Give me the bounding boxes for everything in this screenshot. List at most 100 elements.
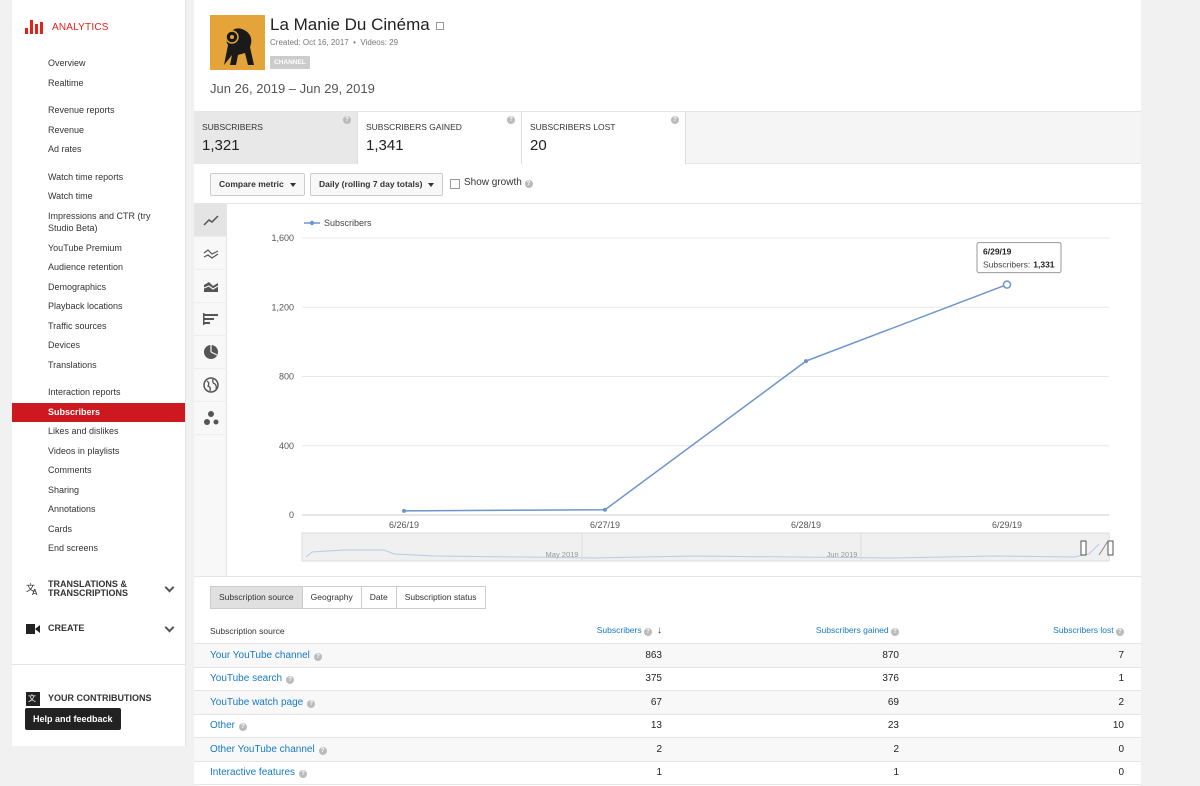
tab-subscription-source[interactable]: Subscription source <box>210 586 303 609</box>
globe-icon[interactable] <box>194 369 227 402</box>
source-link[interactable]: Other YouTube channel? <box>194 744 494 755</box>
stacked-area-icon[interactable] <box>194 270 227 303</box>
bar-chart-icon[interactable] <box>194 303 227 336</box>
help-icon[interactable]: ? <box>524 180 533 188</box>
sidebar-item-demographics[interactable]: Demographics <box>48 281 107 292</box>
sidebar-item-videos-in-playlists[interactable]: Videos in playlists <box>48 445 120 456</box>
sidebar-item-annotations[interactable]: Annotations <box>48 504 96 514</box>
chevron-down-icon[interactable] <box>164 582 175 592</box>
tooltip-text: Subscribers: 1,331 <box>983 260 1055 270</box>
show-growth-checkbox[interactable] <box>450 179 460 189</box>
help-icon[interactable]: ? <box>507 116 515 124</box>
help-icon[interactable]: ? <box>343 116 351 124</box>
sidebar-item-ad-rates[interactable]: Ad rates <box>48 144 82 154</box>
analytics-header[interactable]: ANALYTICS <box>12 0 185 54</box>
tab-geography[interactable]: Geography <box>301 586 362 609</box>
help-icon[interactable]: ? <box>644 628 652 636</box>
sidebar-item-traffic-sources[interactable]: Traffic sources <box>48 320 107 331</box>
sidebar-item-translations[interactable]: Translations <box>48 359 97 370</box>
sidebar-item-playback-locations[interactable]: Playback locations <box>48 301 123 311</box>
metrics-bar: SUBSCRIBERS 1,321 ? SUBSCRIBERS GAINED 1… <box>194 112 1141 164</box>
table-row: Other YouTube channel? 2 2 0 <box>194 738 1141 762</box>
bubble-chart-icon[interactable] <box>194 402 227 435</box>
sidebar-nav: Overview Realtime Revenue reports Revenue Ad… <box>12 54 185 559</box>
source-link[interactable]: Other? <box>194 720 494 732</box>
navigator-track <box>301 532 1110 562</box>
y-tick-label: 1,200 <box>271 302 294 312</box>
sidebar-item-realtime[interactable]: Realtime <box>48 77 84 88</box>
help-icon[interactable]: ? <box>299 770 308 779</box>
nav-spacer <box>12 375 185 383</box>
metric-subscribers-lost[interactable]: SUBSCRIBERS LOST 20 ? <box>522 112 686 164</box>
help-icon[interactable]: ? <box>313 652 322 661</box>
help-icon[interactable]: ? <box>1116 628 1124 636</box>
translate-box-icon: 文 <box>24 690 42 708</box>
sidebar-item-sharing[interactable]: Sharing <box>48 484 80 495</box>
sidebar-item-subscribers[interactable]: Subscribers <box>12 402 185 422</box>
help-icon[interactable]: ? <box>286 676 295 685</box>
help-icon[interactable]: ? <box>671 116 679 124</box>
sidebar-item-impressions-and-ctr-try-studio-beta[interactable]: Impressions and CTR (try Studio Beta) <box>48 210 151 233</box>
table-row: Your YouTube channel? 863 870 7 <box>194 644 1141 668</box>
sidebar-item-overview[interactable]: Overview <box>48 58 86 68</box>
metric-subscribers[interactable]: SUBSCRIBERS 1,321 ? <box>194 112 358 164</box>
contributions-section[interactable]: 文 YOUR CONTRIBUTIONS <box>12 679 185 719</box>
sidebar-item-likes-and-dislikes[interactable]: Likes and dislikes <box>48 426 119 436</box>
sidebar-item-interaction-reports[interactable]: Interaction reports <box>48 387 121 397</box>
video-camera-icon <box>24 620 42 638</box>
sidebar-item-end-screens[interactable]: End screens <box>48 543 99 553</box>
help-icon[interactable]: ? <box>307 699 316 708</box>
line-chart-icon[interactable] <box>194 204 227 237</box>
chevron-down-icon[interactable] <box>164 622 175 632</box>
caret-down-icon <box>428 182 435 187</box>
table-cell: 10 <box>1112 720 1124 732</box>
svg-text:文: 文 <box>26 582 35 594</box>
source-link[interactable]: Interactive features? <box>194 767 494 779</box>
table-cell: 1 <box>1118 673 1124 685</box>
sidebar-item-devices[interactable]: Devices <box>48 340 81 350</box>
sidebar-item-watch-time[interactable]: Watch time <box>48 191 93 201</box>
col-subscribers-gained[interactable]: Subscribers gained ? <box>662 625 899 636</box>
metric-subscribers-gained[interactable]: SUBSCRIBERS GAINED 1,341 ? <box>358 112 522 164</box>
source-link[interactable]: YouTube watch page? <box>194 697 494 708</box>
date-range[interactable]: Jun 26, 2019 – Jun 29, 2019 <box>210 81 375 96</box>
sidebar-item-revenue[interactable]: Revenue <box>48 124 85 135</box>
tab-date[interactable]: Date <box>360 586 397 609</box>
period-dropdown[interactable]: Daily (rolling 7 day totals) <box>310 173 444 196</box>
svg-text:文: 文 <box>28 693 36 703</box>
pie-chart-icon[interactable] <box>194 336 227 369</box>
source-link[interactable]: YouTube search? <box>194 673 494 685</box>
copy-icon[interactable] <box>435 21 444 30</box>
report-tabs: Subscription source Geography Date Subsc… <box>210 586 486 609</box>
table-cell: 1 <box>893 767 899 779</box>
sidebar-item-cards[interactable]: Cards <box>48 523 73 534</box>
sidebar-item-youtube-premium[interactable]: YouTube Premium <box>48 242 122 253</box>
navigator-sparkline <box>305 543 1100 559</box>
channel-avatar[interactable] <box>210 15 265 70</box>
legend-label: Subscribers <box>324 218 372 228</box>
sidebar-item-audience-retention[interactable]: Audience retention <box>48 262 124 272</box>
compare-metric-dropdown[interactable]: Compare metric <box>210 173 305 196</box>
table-row: Other? 13 23 10 <box>194 714 1141 738</box>
help-feedback-button[interactable]: Help and feedback <box>25 708 121 730</box>
sidebar-item-comments[interactable]: Comments <box>48 465 92 475</box>
data-point <box>402 508 406 513</box>
help-icon[interactable]: ? <box>891 628 899 636</box>
source-link[interactable]: Your YouTube channel? <box>194 650 494 661</box>
main-panel: La Manie Du Cinéma Created: Oct 16, 2017… <box>194 0 1141 786</box>
analytics-label: ANALYTICS <box>52 21 109 33</box>
help-icon[interactable]: ? <box>239 723 248 732</box>
multi-line-chart-icon[interactable] <box>194 237 227 270</box>
create-label: CREATE <box>48 623 85 633</box>
help-icon[interactable]: ? <box>318 746 327 755</box>
col-subscribers[interactable]: Subscribers ? ↓ <box>596 625 662 636</box>
col-subscribers-lost[interactable]: Subscribers lost ? <box>899 625 1124 636</box>
sidebar-item-revenue-reports[interactable]: Revenue reports <box>48 105 115 115</box>
sidebar-item-watch-time-reports[interactable]: Watch time reports <box>48 171 124 182</box>
table-cell: 375 <box>645 673 662 685</box>
data-point <box>603 507 607 512</box>
tab-subscription-status[interactable]: Subscription status <box>395 586 486 609</box>
create-section[interactable]: CREATE <box>12 609 185 649</box>
